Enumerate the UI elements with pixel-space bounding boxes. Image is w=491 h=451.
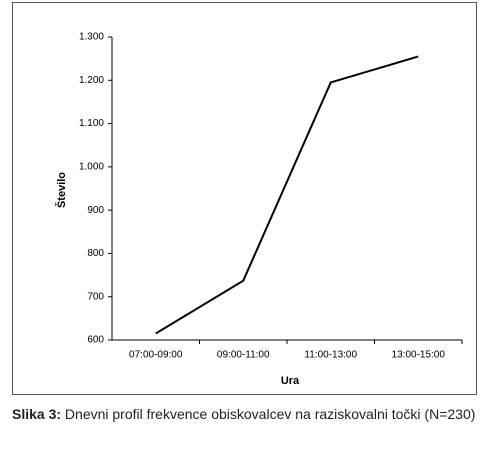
caption-text: Dnevni profil frekvence obiskovalcev na … xyxy=(64,406,476,422)
y-tick-label: 600 xyxy=(87,335,104,346)
chart-frame xyxy=(12,2,477,395)
x-tick-label: 07:00-09:00 xyxy=(129,350,183,361)
x-tick-label: 09:00-11:00 xyxy=(217,350,270,361)
x-tick-label: 13:00-15:00 xyxy=(392,350,446,361)
y-tick-label: 900 xyxy=(87,205,104,216)
caption: Slika 3: Dnevni profil frekvence obiskov… xyxy=(12,404,479,425)
y-tick-label: 1.300 xyxy=(79,32,104,43)
y-tick-label: 1.000 xyxy=(79,161,104,172)
data-line xyxy=(155,55,419,335)
x-tick-label: 11:00-13:00 xyxy=(304,350,357,361)
y-tick-label: 1.100 xyxy=(79,118,104,129)
x-axis-label: Ura xyxy=(281,375,300,387)
y-tick-label: 800 xyxy=(87,248,104,259)
chart: Ura Število 600 700 800 900 1.000 1.100 1.200 1… xyxy=(12,2,477,395)
y-axis-label: Število xyxy=(55,172,68,208)
y-tick-label: 700 xyxy=(87,291,104,302)
caption-label: Slika 3: xyxy=(12,406,62,422)
y-tick-label: 1.200 xyxy=(79,75,104,86)
